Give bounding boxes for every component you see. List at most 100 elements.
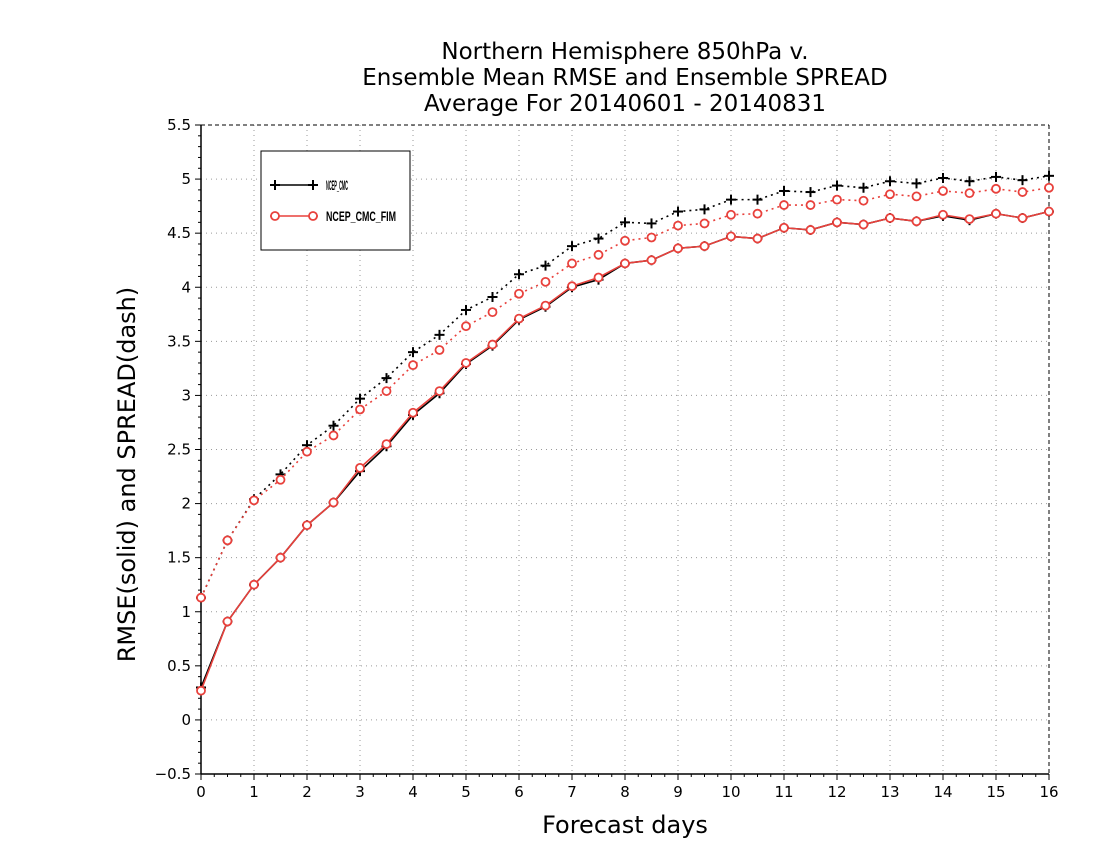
circle-marker bbox=[308, 211, 318, 221]
circle-marker bbox=[964, 214, 975, 225]
circle-marker bbox=[938, 186, 948, 196]
circle-marker bbox=[302, 446, 312, 457]
x-tick-label: 13 bbox=[880, 783, 899, 801]
plus-marker bbox=[726, 194, 736, 205]
circle-marker bbox=[222, 535, 233, 546]
y-tick-label: 4.5 bbox=[167, 224, 191, 242]
y-axis-title: RMSE(solid) and SPREAD(dash) bbox=[113, 287, 141, 663]
circle-marker bbox=[408, 407, 418, 418]
plus-marker bbox=[938, 173, 948, 184]
y-tick-label: 5 bbox=[181, 170, 191, 188]
circle-marker bbox=[752, 233, 763, 244]
circle-marker bbox=[673, 243, 683, 254]
circle-marker bbox=[249, 579, 259, 590]
title-line: Ensemble Mean RMSE and Ensemble SPREAD bbox=[362, 65, 887, 91]
circle-marker bbox=[752, 208, 763, 219]
y-tick-label: 4 bbox=[181, 278, 191, 296]
x-tick-label: 11 bbox=[774, 783, 793, 801]
plus-marker bbox=[1044, 170, 1054, 181]
y-tick-label: 1.5 bbox=[167, 549, 191, 567]
circle-marker bbox=[222, 616, 233, 627]
circle-marker bbox=[487, 339, 498, 350]
circle-marker bbox=[355, 404, 365, 415]
circle-marker bbox=[461, 321, 471, 332]
circle-marker bbox=[1044, 206, 1054, 217]
plus-marker bbox=[1017, 175, 1028, 186]
spread-line bbox=[200, 186, 1050, 599]
plus-marker bbox=[328, 420, 339, 431]
grid bbox=[201, 125, 1049, 774]
y-tick-label: −0.5 bbox=[155, 765, 191, 783]
circle-marker bbox=[991, 208, 1001, 219]
y-tick-label: 3.5 bbox=[167, 332, 191, 350]
circle-marker bbox=[249, 495, 259, 506]
circle-marker bbox=[514, 288, 524, 299]
circle-marker bbox=[779, 200, 789, 210]
axis-ticks: 0 1 2 3 4 5 6 7 8 9 10 11 12 13 14 15 16−0.500.511.522.5… bbox=[155, 116, 1059, 801]
circle-marker bbox=[699, 241, 710, 252]
circle-marker bbox=[275, 474, 286, 485]
circle-marker bbox=[381, 439, 392, 449]
y-tick-label: 2.5 bbox=[167, 441, 191, 459]
circle-marker bbox=[514, 313, 524, 324]
circle-marker bbox=[487, 307, 498, 318]
circle-marker bbox=[779, 222, 789, 233]
circle-marker bbox=[726, 209, 736, 220]
y-tick-label: 0.5 bbox=[167, 657, 191, 675]
circle-marker bbox=[858, 219, 869, 230]
plus-marker bbox=[308, 180, 318, 190]
title-line: Northern Hemisphere 850hPa v. bbox=[441, 39, 808, 65]
y-tick-label: 2 bbox=[181, 495, 191, 513]
circle-marker bbox=[196, 685, 206, 696]
plus-marker bbox=[487, 291, 498, 302]
circle-marker bbox=[805, 225, 816, 235]
circle-marker bbox=[1017, 213, 1028, 223]
circle-marker bbox=[275, 552, 286, 563]
circle-marker bbox=[726, 231, 736, 242]
circle-marker bbox=[858, 195, 869, 206]
circle-marker bbox=[434, 345, 445, 355]
plus-marker bbox=[805, 187, 816, 198]
plus-marker bbox=[461, 304, 471, 315]
legend-label: NCEP_CMC_FIM bbox=[326, 208, 396, 224]
x-tick-label: 2 bbox=[302, 783, 312, 801]
circle-marker bbox=[885, 189, 895, 200]
circle-marker bbox=[991, 183, 1001, 194]
plus-marker bbox=[752, 194, 763, 205]
legend: NCEP_CMC NCEP_CMC_FIM bbox=[260, 150, 411, 251]
plus-marker bbox=[673, 206, 683, 217]
series bbox=[196, 170, 1054, 696]
plus-marker bbox=[567, 241, 577, 252]
plus-marker bbox=[911, 178, 922, 189]
series-ncep-cmc-fim bbox=[196, 182, 1054, 696]
circle-marker bbox=[1017, 187, 1028, 197]
x-tick-label: 5 bbox=[461, 783, 471, 801]
circle-marker bbox=[328, 497, 339, 508]
plus-marker bbox=[408, 347, 418, 358]
x-axis-title: Forecast days bbox=[542, 811, 708, 839]
plus-marker bbox=[381, 373, 392, 384]
circle-marker bbox=[567, 258, 577, 269]
plus-marker bbox=[885, 176, 895, 187]
plus-marker bbox=[646, 218, 657, 229]
x-tick-label: 16 bbox=[1039, 783, 1058, 801]
circle-marker bbox=[381, 386, 392, 396]
circle-marker bbox=[699, 218, 710, 229]
circle-marker bbox=[911, 191, 922, 202]
circle-marker bbox=[646, 232, 657, 243]
x-tick-label: 3 bbox=[355, 783, 365, 801]
x-tick-label: 12 bbox=[827, 783, 846, 801]
x-tick-label: 7 bbox=[567, 783, 577, 801]
circle-marker bbox=[567, 281, 577, 292]
legend-box bbox=[260, 150, 411, 251]
plus-marker bbox=[593, 233, 604, 244]
circle-marker bbox=[461, 358, 471, 368]
x-tick-label: 6 bbox=[514, 783, 524, 801]
x-tick-label: 4 bbox=[408, 783, 418, 801]
circle-marker bbox=[540, 300, 551, 311]
legend-label: NCEP_CMC bbox=[326, 177, 348, 193]
plus-marker bbox=[355, 393, 365, 404]
circle-marker bbox=[434, 386, 445, 396]
x-tick-label: 10 bbox=[721, 783, 740, 801]
